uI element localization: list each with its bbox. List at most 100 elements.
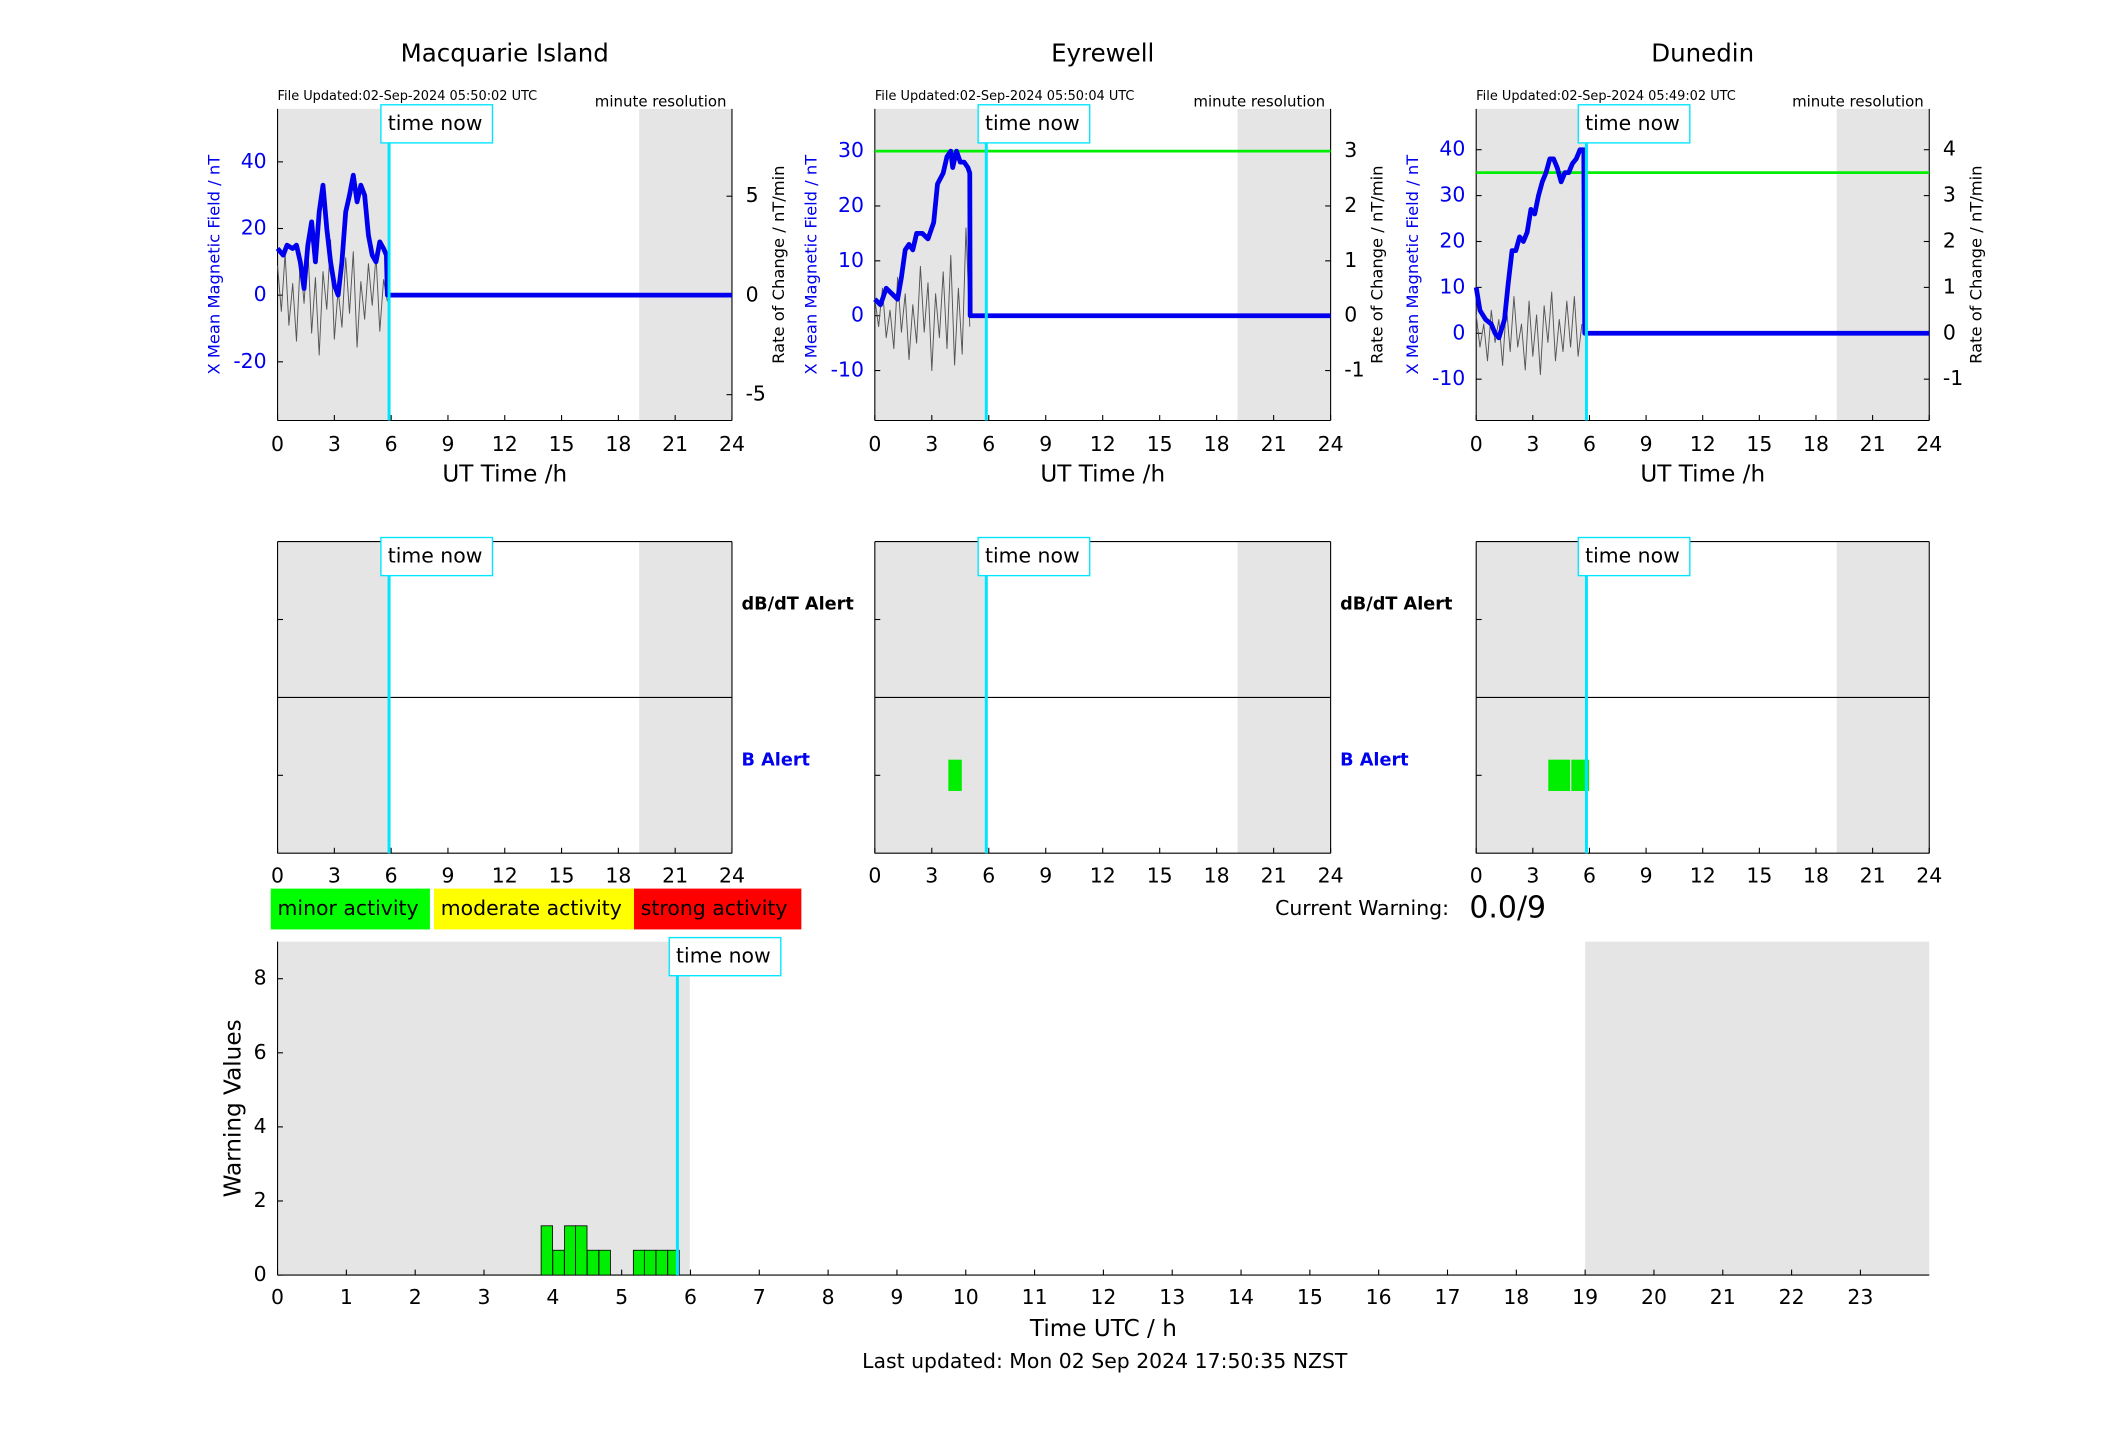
x-tick-label: 18 — [1803, 432, 1829, 456]
y-tick-label: 0 — [254, 282, 267, 306]
y-tick-label: 10 — [838, 248, 864, 272]
x-tick-label: 24 — [719, 863, 745, 887]
field-line — [1473, 147, 1930, 341]
x-tick-label: 9 — [890, 1285, 903, 1309]
y-tick-label: 20 — [1439, 228, 1465, 252]
warning-bar — [667, 1249, 680, 1276]
x-tick-label: 6 — [385, 432, 398, 456]
night-shade — [277, 941, 690, 1276]
time-now-label: time now — [985, 111, 1080, 135]
x-tick-label: 3 — [1526, 863, 1539, 887]
chart-title: Eyrewell — [1051, 38, 1154, 67]
x-tick-label: 3 — [1526, 432, 1539, 456]
x-tick-label: 16 — [1366, 1285, 1392, 1309]
x-tick-label: 9 — [441, 863, 454, 887]
x-axis-label: Time UTC / h — [1029, 1316, 1177, 1342]
x-tick-label: 21 — [662, 863, 688, 887]
x-tick-label: 4 — [546, 1285, 559, 1309]
x-tick-label: 15 — [549, 863, 575, 887]
x-tick-label: 18 — [1503, 1285, 1529, 1309]
time-now-label: time now — [388, 544, 483, 568]
resolution: minute resolution — [1792, 93, 1924, 111]
time-now-label: time now — [676, 944, 771, 968]
x-tick-label: 0 — [868, 432, 881, 456]
night-shade — [1836, 108, 1930, 421]
alert-event — [948, 759, 962, 791]
y-tick-label: 0 — [254, 1262, 267, 1286]
night-shade — [1585, 941, 1930, 1276]
y-axis-label: X Mean Magnetic Field / nT — [802, 154, 821, 375]
x-tick-label: 0 — [1470, 863, 1483, 887]
x-tick-label: 9 — [441, 432, 454, 456]
time-now-box — [977, 536, 1091, 577]
x-tick-label: 18 — [605, 863, 631, 887]
y-axis-label: X Mean Magnetic Field / nT — [204, 154, 223, 375]
y-tick-label: 8 — [254, 966, 267, 990]
y2-tick-label: 0 — [1344, 303, 1357, 327]
x-tick-label: 18 — [1204, 432, 1230, 456]
x-tick-label: 12 — [1090, 863, 1116, 887]
legend-swatch — [434, 888, 635, 930]
y2-tick-label: 3 — [1943, 183, 1956, 207]
x-tick-label: 3 — [478, 1285, 491, 1309]
warning-bar — [540, 1225, 554, 1276]
time-now-box — [380, 104, 494, 144]
y2-tick-label: 0 — [1943, 320, 1956, 344]
file-updated: File Updated:02-Sep-2024 05:50:02 UTC — [278, 89, 538, 104]
legend-label: minor activity — [278, 896, 419, 920]
y-tick-label: -10 — [1432, 366, 1465, 390]
warning-bar — [564, 1225, 577, 1276]
time-now-box — [668, 936, 782, 977]
x-tick-label: 11 — [1022, 1285, 1048, 1309]
upper-alert-label: dB/dT Alert — [741, 595, 854, 615]
y2-tick-label: -5 — [746, 382, 766, 406]
x-tick-label: 20 — [1641, 1285, 1667, 1309]
x-tick-label: 6 — [982, 863, 995, 887]
time-now-box — [977, 104, 1091, 144]
y-tick-label: 10 — [1439, 274, 1465, 298]
x-tick-label: 6 — [1583, 432, 1596, 456]
x-tick-label: 15 — [1147, 432, 1173, 456]
y2-tick-label: -1 — [1943, 366, 1963, 390]
warning-bar — [655, 1249, 668, 1276]
y2-tick-label: 2 — [1344, 193, 1357, 217]
time-now-label: time now — [985, 544, 1080, 568]
alert-event — [1571, 759, 1590, 791]
x-tick-label: 24 — [719, 432, 745, 456]
x-tick-label: 0 — [868, 863, 881, 887]
y2-tick-label: 1 — [1344, 248, 1357, 272]
x-tick-label: 15 — [1147, 863, 1173, 887]
y2-tick-label: 2 — [1943, 228, 1956, 252]
warning-bar — [643, 1249, 657, 1276]
lower-alert-label: B Alert — [741, 750, 810, 770]
x-tick-label: 9 — [1039, 863, 1052, 887]
x-tick-label: 21 — [1710, 1285, 1736, 1309]
y2-tick-label: 3 — [1344, 138, 1357, 162]
x-tick-label: 24 — [1318, 432, 1344, 456]
x-tick-label: 12 — [492, 863, 518, 887]
night-shade — [639, 108, 732, 421]
y-axis-label: Warning Values — [221, 1019, 247, 1197]
x-tick-label: 21 — [1261, 863, 1287, 887]
time-now-label: time now — [388, 111, 483, 135]
warning-bar — [598, 1249, 611, 1276]
upper-alert-label: dB/dT Alert — [1340, 595, 1453, 615]
legend-label: strong activity — [641, 896, 788, 920]
x-tick-label: 12 — [1090, 432, 1116, 456]
legend-swatch — [270, 888, 430, 930]
x-tick-label: 18 — [1204, 863, 1230, 887]
y2-axis-label: Rate of Change / nT/min — [1368, 165, 1387, 363]
x-tick-label: 22 — [1779, 1285, 1805, 1309]
chart-title: Macquarie Island — [401, 38, 609, 67]
y-tick-label: 30 — [1439, 183, 1465, 207]
warning-bar — [552, 1249, 565, 1276]
x-tick-label: 5 — [615, 1285, 628, 1309]
rate-line — [277, 239, 388, 356]
x-tick-label: 3 — [328, 863, 341, 887]
x-tick-label: 12 — [1690, 863, 1716, 887]
time-now-box — [380, 536, 494, 577]
warning-bar — [632, 1249, 646, 1276]
x-tick-label: 24 — [1318, 863, 1344, 887]
y2-tick-label: 4 — [1943, 137, 1956, 161]
